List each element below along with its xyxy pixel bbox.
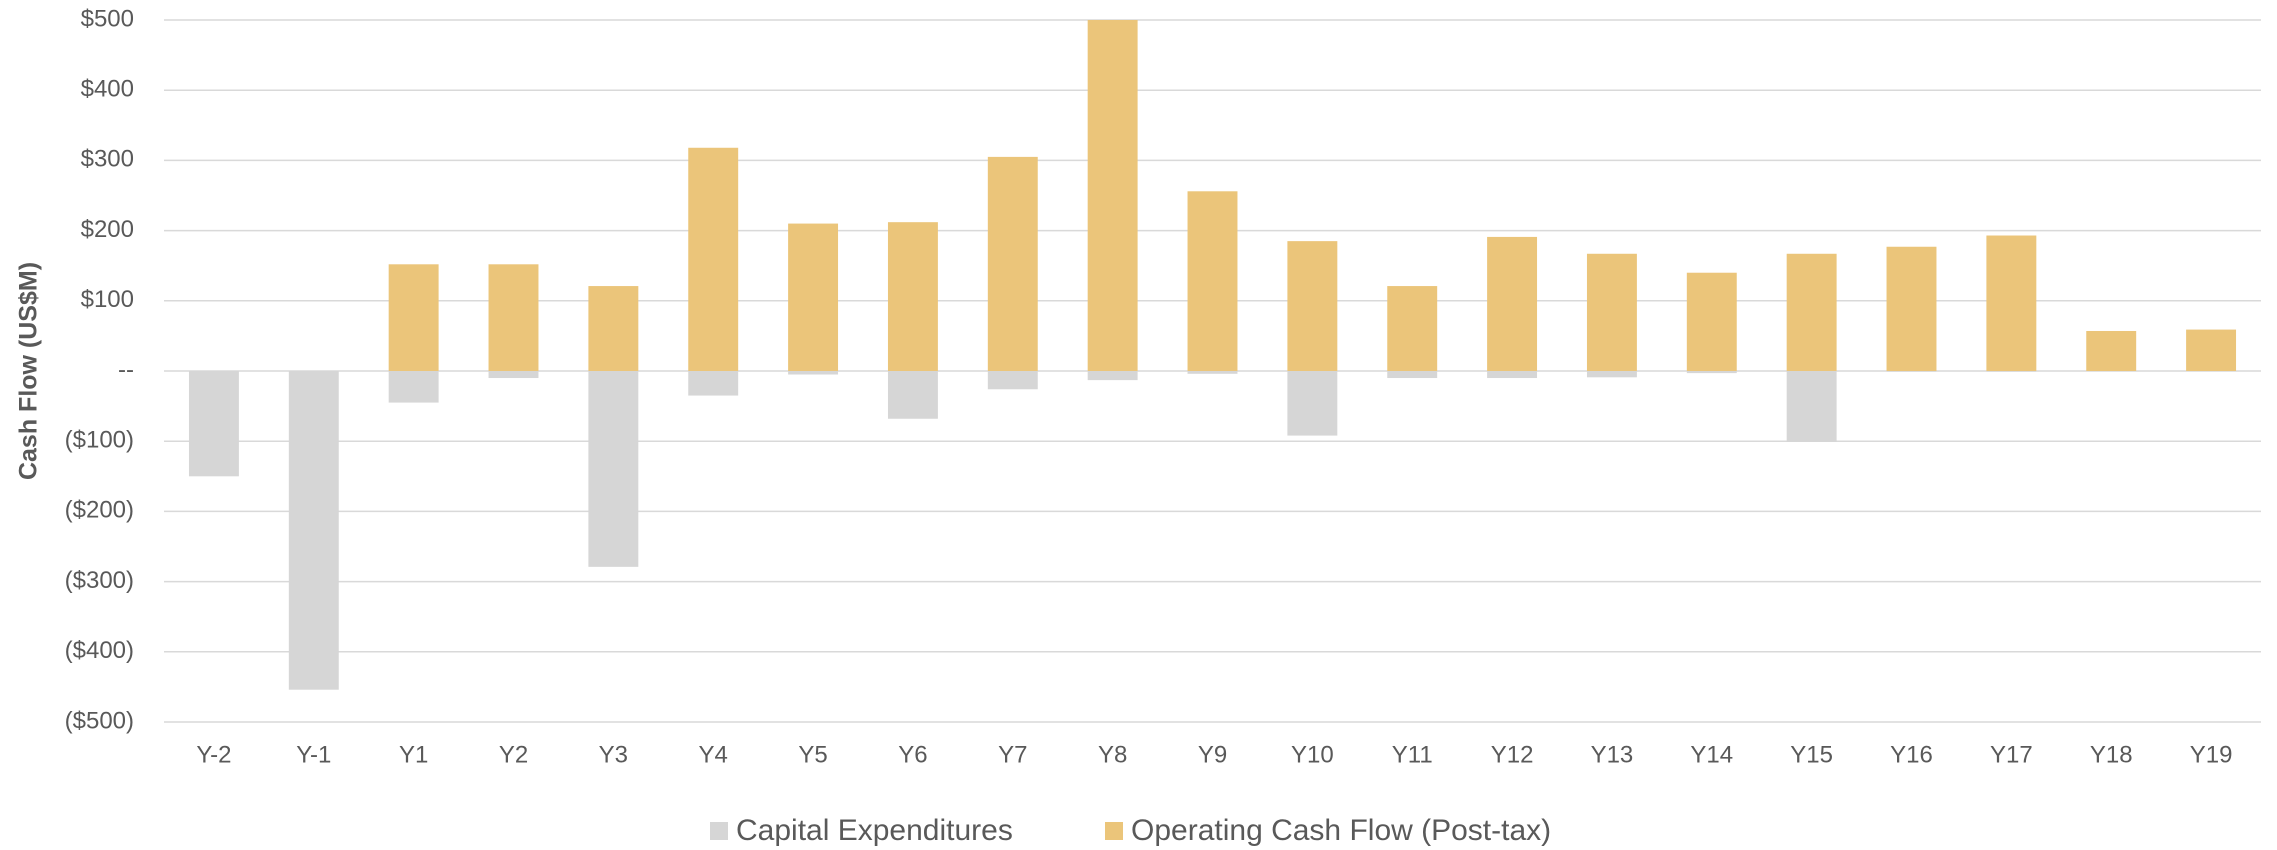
bar bbox=[1786, 371, 1837, 442]
bar bbox=[887, 222, 938, 371]
legend-label: Operating Cash Flow (Post-tax) bbox=[1131, 814, 1551, 847]
bar bbox=[1487, 371, 1538, 379]
x-tick-label: Y3 bbox=[599, 741, 628, 768]
bar bbox=[1487, 236, 1538, 371]
bar bbox=[488, 371, 539, 379]
y-tick-label: $200 bbox=[81, 216, 134, 243]
bar bbox=[388, 371, 439, 403]
bar bbox=[388, 264, 439, 371]
bar bbox=[188, 371, 239, 477]
bar bbox=[1287, 241, 1338, 371]
bar bbox=[1187, 191, 1238, 371]
x-tick-label: Y7 bbox=[998, 741, 1027, 768]
bar bbox=[688, 371, 739, 396]
y-tick-label: $300 bbox=[81, 146, 134, 173]
legend-swatch bbox=[1105, 822, 1123, 840]
bar bbox=[488, 264, 539, 371]
x-tick-label: Y9 bbox=[1198, 741, 1227, 768]
bar bbox=[1387, 371, 1438, 379]
bar bbox=[1187, 371, 1238, 374]
bar bbox=[788, 223, 839, 371]
x-tick-label: Y10 bbox=[1291, 741, 1334, 768]
bar bbox=[588, 371, 639, 567]
x-tick-label: Y1 bbox=[399, 741, 428, 768]
x-tick-label: Y15 bbox=[1790, 741, 1833, 768]
bar bbox=[1087, 20, 1138, 371]
bar bbox=[1886, 371, 1937, 372]
y-tick-label: $500 bbox=[81, 5, 134, 32]
bar bbox=[1786, 253, 1837, 371]
bar bbox=[1586, 371, 1637, 378]
y-tick-label: ($300) bbox=[65, 567, 134, 594]
x-tick-label: Y-2 bbox=[196, 741, 231, 768]
x-tick-label: Y13 bbox=[1591, 741, 1634, 768]
y-tick-label: $100 bbox=[81, 286, 134, 313]
y-tick-label: ($400) bbox=[65, 637, 134, 664]
x-tick-label: Y14 bbox=[1690, 741, 1733, 768]
y-tick-label: ($500) bbox=[65, 707, 134, 734]
bar bbox=[1387, 286, 1438, 371]
bar bbox=[1287, 371, 1338, 436]
x-tick-label: Y12 bbox=[1491, 741, 1534, 768]
bar bbox=[1686, 272, 1737, 371]
bar bbox=[887, 371, 938, 419]
x-tick-label: Y-1 bbox=[296, 741, 331, 768]
x-tick-label: Y5 bbox=[798, 741, 827, 768]
bar bbox=[1087, 371, 1138, 381]
y-tick-label: -- bbox=[118, 356, 134, 383]
bar bbox=[288, 371, 339, 690]
bar bbox=[1986, 371, 2037, 372]
bar bbox=[2086, 330, 2137, 371]
x-tick-label: Y18 bbox=[2090, 741, 2133, 768]
x-tick-label: Y19 bbox=[2190, 741, 2233, 768]
bar bbox=[788, 371, 839, 375]
x-tick-label: Y17 bbox=[1990, 741, 2033, 768]
legend-swatch bbox=[710, 822, 728, 840]
y-axis-label: Cash Flow (US$M) bbox=[15, 262, 43, 480]
y-tick-label: $400 bbox=[81, 76, 134, 103]
x-tick-label: Y16 bbox=[1890, 741, 1933, 768]
bar bbox=[588, 286, 639, 371]
x-tick-label: Y11 bbox=[1392, 741, 1433, 768]
x-tick-label: Y8 bbox=[1098, 741, 1127, 768]
bar bbox=[987, 371, 1038, 390]
x-tick-label: Y6 bbox=[898, 741, 927, 768]
legend-label: Capital Expenditures bbox=[736, 814, 1013, 847]
x-tick-label: Y4 bbox=[699, 741, 728, 768]
y-tick-label: ($200) bbox=[65, 497, 134, 524]
bar bbox=[1586, 253, 1637, 371]
bar bbox=[2186, 329, 2237, 371]
bar bbox=[1986, 235, 2037, 371]
y-tick-label: ($100) bbox=[65, 427, 134, 454]
bar bbox=[1886, 246, 1937, 371]
bar bbox=[987, 156, 1038, 371]
bar bbox=[688, 147, 739, 371]
bar bbox=[1686, 371, 1737, 374]
x-tick-label: Y2 bbox=[499, 741, 528, 768]
